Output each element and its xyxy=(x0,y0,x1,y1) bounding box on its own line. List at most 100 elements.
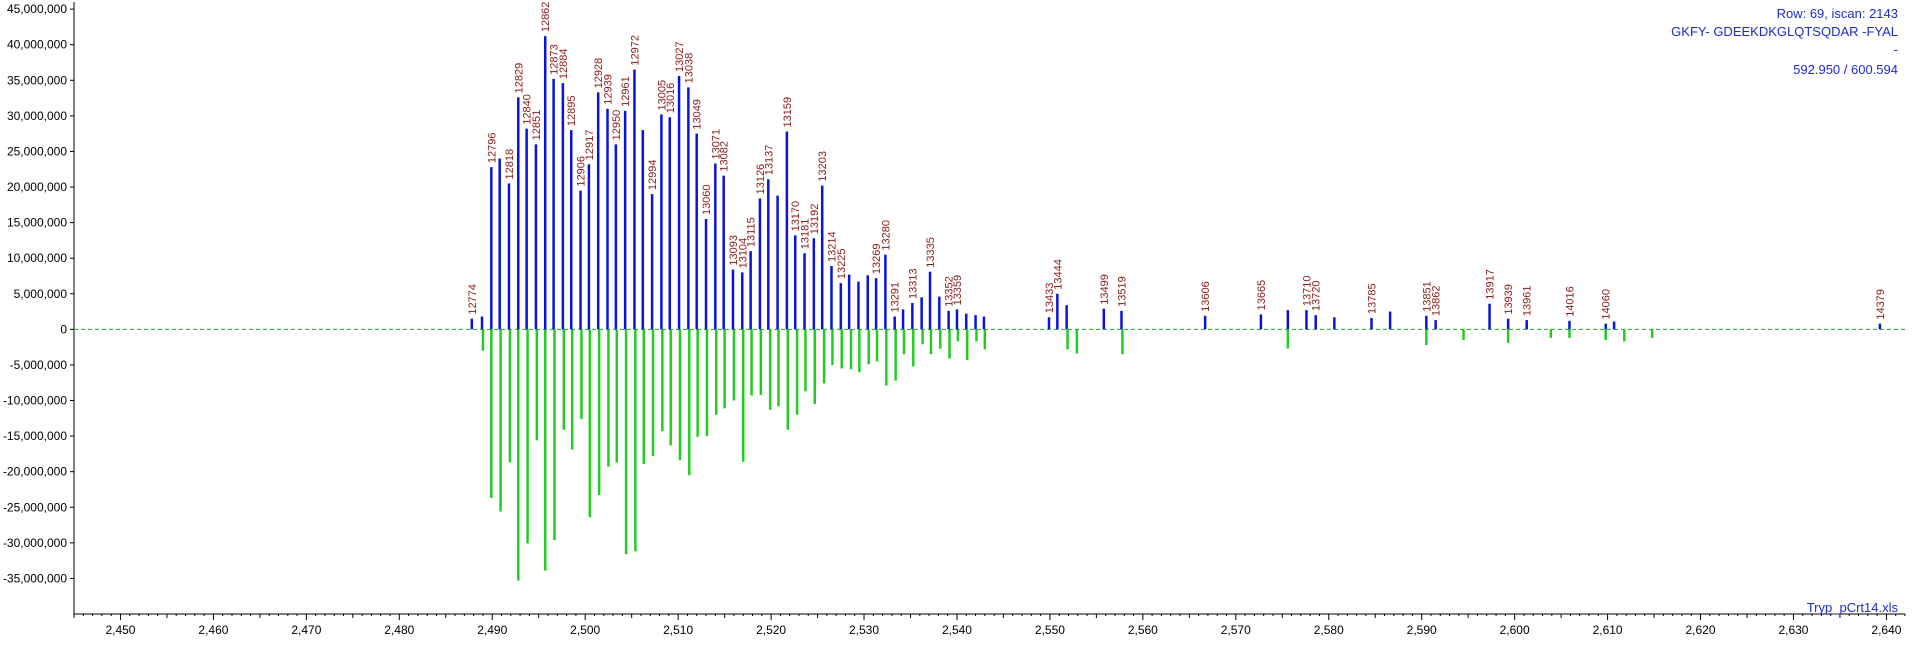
peak-label: 13961 xyxy=(1522,286,1534,317)
peak-label: 13225 xyxy=(836,248,848,279)
peak-label: 13939 xyxy=(1503,284,1515,315)
peak-label: 13093 xyxy=(728,235,740,266)
peak-label: 13352 xyxy=(944,276,956,307)
y-tick-label: 30,000,000 xyxy=(7,109,67,123)
peak-label: 13082 xyxy=(719,141,731,172)
peak-label: 13665 xyxy=(1256,280,1268,311)
peak-label: 13313 xyxy=(907,268,919,299)
x-tick-label: 2,620 xyxy=(1686,623,1716,637)
x-tick-label: 2,510 xyxy=(663,623,693,637)
peak-label: 13444 xyxy=(1052,259,1064,290)
peak-label: 13170 xyxy=(790,201,802,232)
peak-label: 13214 xyxy=(826,231,838,262)
x-tick-label: 2,460 xyxy=(198,623,228,637)
peak-label: 13071 xyxy=(710,129,722,160)
x-tick-label: 2,480 xyxy=(384,623,414,637)
peak-label: 12774 xyxy=(467,284,479,315)
sequence-label: GKFY- GDEEKDKGLQTSQDAR -FYAL xyxy=(1671,24,1898,39)
y-tick-label: -10,000,000 xyxy=(3,394,67,408)
chart-axes: 45,000,000 40,000,000 35,000,000 30,000,000… xyxy=(3,2,1906,637)
peak-label: 13851 xyxy=(1421,281,1433,312)
peak-label: 13291 xyxy=(890,282,902,313)
peak-label: 12818 xyxy=(504,149,516,180)
x-tick-label: 2,610 xyxy=(1593,623,1623,637)
peak-label: 13499 xyxy=(1099,274,1111,305)
peak-label: 12939 xyxy=(602,74,614,105)
peak-label: 12851 xyxy=(531,110,543,141)
mz-values: 592.950 / 600.594 xyxy=(1793,62,1898,77)
x-tick-label: 2,470 xyxy=(291,623,321,637)
y-tick-label: -15,000,000 xyxy=(3,429,67,443)
peak-label: 12829 xyxy=(513,63,525,94)
y-tick-label: 40,000,000 xyxy=(7,38,67,52)
y-tick-label: 35,000,000 xyxy=(7,73,67,87)
x-tick-label: 2,550 xyxy=(1035,623,1065,637)
separator-dash: - xyxy=(1893,42,1898,57)
x-tick-label: 2,530 xyxy=(849,623,879,637)
peak-label: 13005 xyxy=(656,80,668,111)
x-tick-label: 2,640 xyxy=(1871,623,1901,637)
x-tick-label: 2,520 xyxy=(756,623,786,637)
y-tick-label: -20,000,000 xyxy=(3,465,67,479)
peak-label: 12884 xyxy=(558,49,570,80)
peak-label: 14379 xyxy=(1875,289,1887,320)
x-tick-label: 2,600 xyxy=(1500,623,1530,637)
peak-label: 13359 xyxy=(952,275,964,306)
y-tick-label: -5,000,000 xyxy=(10,358,68,372)
peak-label: 12873 xyxy=(549,44,561,75)
peak-label: 12950 xyxy=(611,110,623,141)
peak-label: 13785 xyxy=(1367,283,1379,314)
positive-series xyxy=(470,36,1882,330)
y-tick-label: 10,000,000 xyxy=(7,251,67,265)
x-tick-label: 2,590 xyxy=(1407,623,1437,637)
peak-label: 13115 xyxy=(746,217,758,247)
peak-label: 13126 xyxy=(755,164,767,195)
peak-label: 12994 xyxy=(647,160,659,191)
y-tick-label: 0 xyxy=(60,322,67,336)
x-tick-label: 2,630 xyxy=(1778,623,1808,637)
x-tick-label: 2,490 xyxy=(477,623,507,637)
peak-label: 13519 xyxy=(1116,276,1128,307)
peak-label: 14016 xyxy=(1564,286,1576,317)
x-tick-label: 2,580 xyxy=(1314,623,1344,637)
x-tick-label: 2,500 xyxy=(570,623,600,637)
y-tick-label: 45,000,000 xyxy=(7,2,67,16)
peak-label: 13917 xyxy=(1485,269,1497,300)
peak-label: 12928 xyxy=(593,58,605,89)
peak-label: 13335 xyxy=(925,237,937,268)
file-name: Tryp_pCrt14.xls xyxy=(1806,600,1898,615)
peak-label: 13710 xyxy=(1301,276,1313,307)
peak-label: 13159 xyxy=(782,97,794,128)
peak-label: 12796 xyxy=(486,133,498,164)
peak-label: 13137 xyxy=(763,145,775,176)
x-tick-label: 2,450 xyxy=(105,623,135,637)
negative-series xyxy=(481,329,1654,581)
peak-label: 12895 xyxy=(566,95,578,126)
peak-label: 13433 xyxy=(1044,283,1056,314)
peak-label: 13280 xyxy=(880,220,892,251)
peak-label: 13606 xyxy=(1200,281,1212,312)
row-info: Row: 69, iscan: 2143 xyxy=(1776,6,1898,21)
y-tick-label: -30,000,000 xyxy=(3,536,67,550)
y-tick-label: 15,000,000 xyxy=(7,216,67,230)
peak-label: 13181 xyxy=(800,219,812,250)
x-tick-label: 2,560 xyxy=(1128,623,1158,637)
peak-label: 12961 xyxy=(620,76,632,107)
peak-label: 13269 xyxy=(871,244,883,275)
peak-label: 14060 xyxy=(1601,289,1613,320)
peak-label: 12862 xyxy=(540,2,552,33)
peak-label: 13038 xyxy=(683,53,695,84)
peak-label: 12840 xyxy=(522,94,534,125)
peak-label: 13192 xyxy=(809,204,821,235)
peak-label: 13203 xyxy=(817,151,829,182)
y-tick-label: 25,000,000 xyxy=(7,144,67,158)
peak-label: 13016 xyxy=(665,83,677,114)
peak-label: 12972 xyxy=(629,35,641,66)
peak-label: 13862 xyxy=(1431,286,1443,317)
peak-label: 12917 xyxy=(584,130,596,161)
peak-label: 12906 xyxy=(576,156,588,187)
peak-label: 13049 xyxy=(692,99,704,130)
peak-label: 13027 xyxy=(674,41,686,72)
